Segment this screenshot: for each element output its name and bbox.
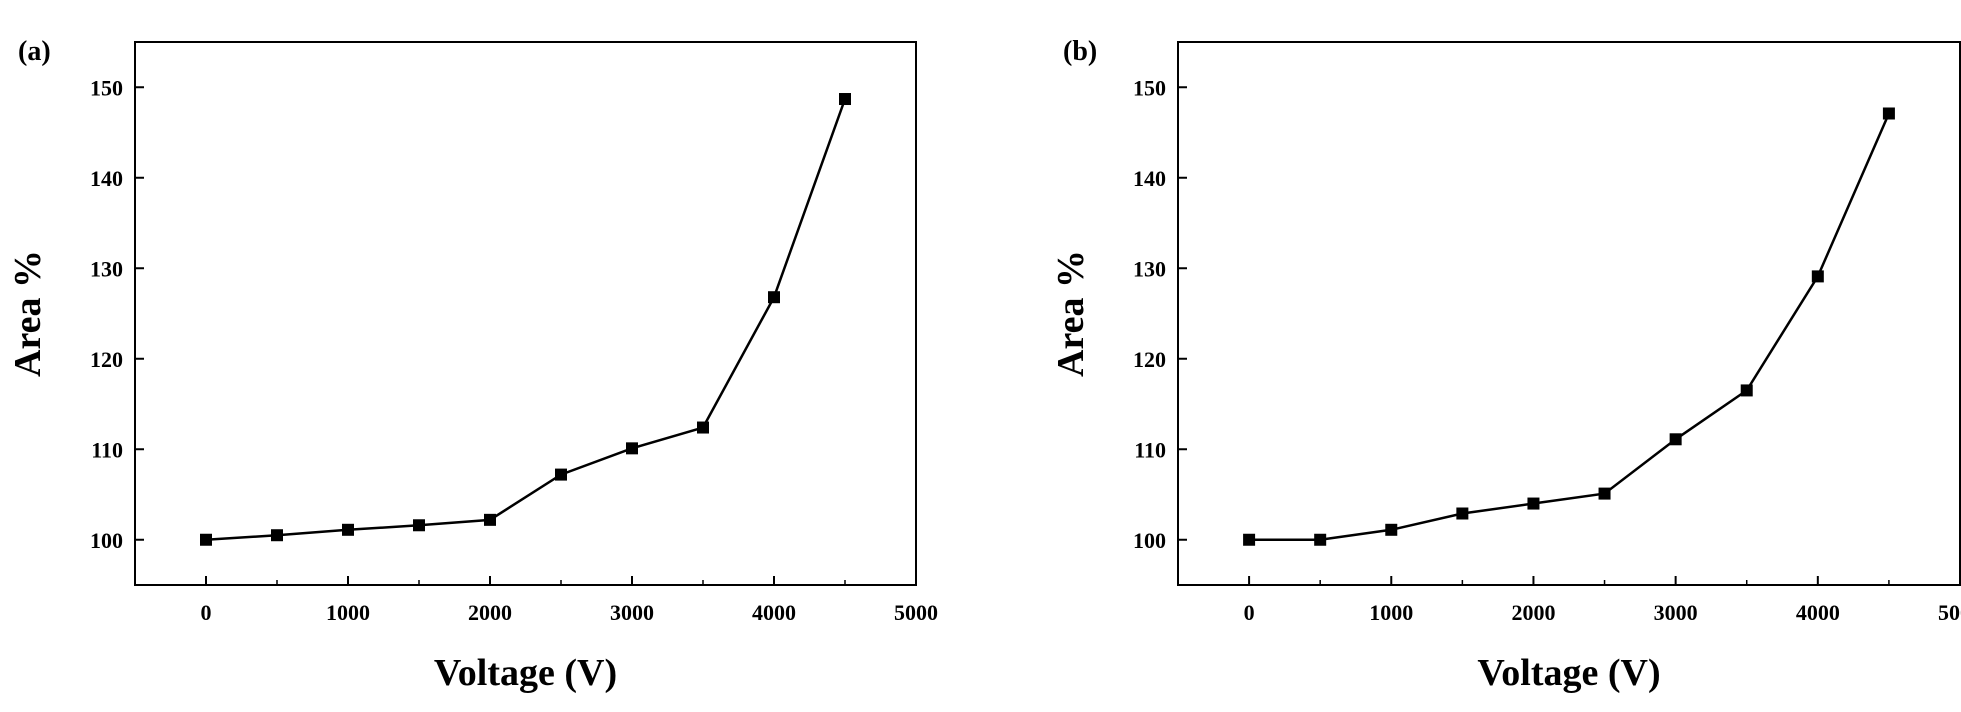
data-point <box>1243 533 1256 546</box>
x-axis-label: Voltage (V) <box>434 652 617 694</box>
x-tick-label: 4000 <box>1796 600 1840 625</box>
y-tick-label: 110 <box>91 437 123 462</box>
data-point <box>1456 507 1469 520</box>
x-tick-label: 5000 <box>1938 600 1961 625</box>
data-point <box>1527 497 1540 510</box>
x-axis-label: Voltage (V) <box>1477 652 1660 694</box>
data-point <box>555 468 567 481</box>
series-line <box>1249 112 1891 541</box>
y-tick-label: 150 <box>1133 75 1166 100</box>
x-tick-label: 2000 <box>468 600 512 625</box>
data-point <box>1811 270 1824 283</box>
x-tick-label: 4000 <box>752 600 796 625</box>
data-point <box>200 533 212 546</box>
data-point <box>1669 433 1682 446</box>
data-point <box>271 529 283 542</box>
y-tick-label: 100 <box>1133 528 1166 553</box>
data-point <box>342 523 354 536</box>
x-tick-label: 3000 <box>610 600 654 625</box>
data-point <box>413 519 425 532</box>
data-point <box>768 291 780 304</box>
y-tick-label: 100 <box>90 528 123 553</box>
data-point <box>1740 384 1753 397</box>
data-point <box>697 421 709 434</box>
data-point <box>626 442 638 455</box>
x-tick-label: 3000 <box>1654 600 1698 625</box>
x-tick-label: 1000 <box>1369 600 1413 625</box>
panel-a: 0 1000 2000 3000 4000 5000 100 110 120 130 140 150 V… <box>7 36 938 694</box>
plot-frame <box>134 41 917 586</box>
data-point <box>839 93 851 106</box>
x-tick-label: 0 <box>1244 600 1255 625</box>
y-tick-label: 150 <box>90 75 123 100</box>
x-tick-label: 5000 <box>894 600 938 625</box>
data-point <box>1314 533 1327 546</box>
y-tick-label: 140 <box>90 166 123 191</box>
panel-label: (b) <box>1063 36 1097 67</box>
y-axis-label: Area % <box>7 250 49 377</box>
y-tick-label: 120 <box>1133 347 1166 372</box>
x-tick-label: 0 <box>201 600 212 625</box>
y-tick-label: 110 <box>1134 437 1166 462</box>
y-axis-label: Area % <box>1050 250 1092 377</box>
y-tick-label: 140 <box>1133 166 1166 191</box>
x-tick-label: 2000 <box>1511 600 1555 625</box>
panel-b: 0 1000 2000 3000 4000 5000 100 110 120 130 140 150 V… <box>1050 36 1961 694</box>
panel-label: (a) <box>18 36 51 67</box>
data-point <box>1385 523 1398 536</box>
data-point <box>1882 107 1895 120</box>
x-tick-label: 1000 <box>326 600 370 625</box>
data-point <box>484 513 496 526</box>
y-tick-label: 130 <box>90 256 123 281</box>
y-tick-label: 130 <box>1133 256 1166 281</box>
plot-frame <box>1177 41 1961 586</box>
y-tick-label: 120 <box>90 347 123 372</box>
series-line <box>205 98 847 541</box>
data-point <box>1598 487 1611 500</box>
